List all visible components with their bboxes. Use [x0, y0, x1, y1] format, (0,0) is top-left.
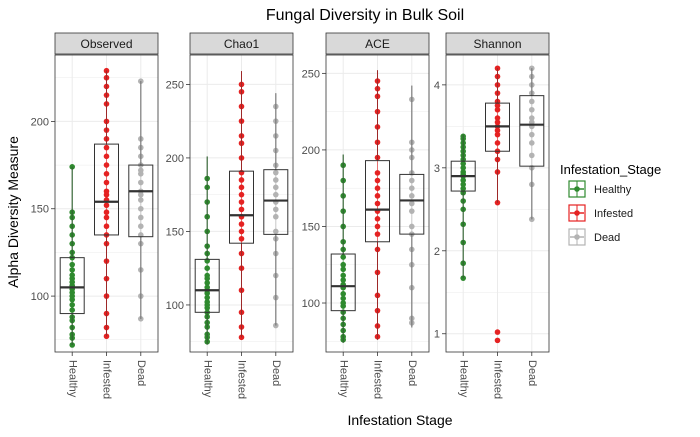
- y-tick-label: 250: [166, 79, 184, 91]
- box-infested: [365, 160, 390, 243]
- data-point: [103, 333, 110, 340]
- y-tick-label: 100: [166, 300, 184, 312]
- x-tick-label: Infested: [492, 360, 504, 399]
- x-tick-label: Dead: [526, 360, 538, 386]
- facet-label: ACE: [365, 37, 390, 51]
- legend-key-point: [574, 210, 580, 216]
- data-point: [137, 316, 144, 322]
- box-dead: [128, 164, 154, 238]
- box-healthy: [330, 253, 356, 312]
- facet-strip: [189, 32, 294, 55]
- legend-item-infested: Infested: [568, 204, 633, 222]
- y-tick-label: 200: [302, 145, 320, 157]
- y-tick-label: 2: [434, 246, 440, 258]
- panel-observed: Observed 100 150 200 Healthy Infested Dead: [31, 32, 159, 399]
- y-tick-label: 3: [434, 163, 440, 175]
- x-tick-label: Dead: [406, 360, 418, 386]
- y-tick-label: 150: [31, 204, 49, 216]
- legend-key-point: [574, 186, 580, 192]
- legend-label: Infested: [594, 208, 633, 220]
- x-tick-label: Healthy: [457, 360, 469, 398]
- facet-strip: [445, 32, 550, 55]
- facet-strip: [54, 32, 159, 55]
- x-tick-label: Healthy: [201, 360, 213, 398]
- legend-key-point: [574, 234, 580, 240]
- x-tick-label: Infested: [101, 360, 113, 399]
- x-tick-label: Infested: [372, 360, 384, 399]
- y-tick-label: 250: [302, 68, 320, 80]
- box-dead: [263, 169, 289, 235]
- x-tick-label: Healthy: [66, 360, 78, 398]
- box-infested: [229, 170, 254, 244]
- x-tick-label: Healthy: [337, 360, 349, 398]
- y-tick-label: 150: [166, 226, 184, 238]
- legend-item-dead: Dead: [568, 228, 620, 246]
- legend-title: Infestation_Stage: [560, 162, 661, 177]
- box-healthy: [59, 257, 85, 315]
- chart-title: Fungal Diversity in Bulk Soil: [266, 7, 464, 24]
- y-tick-label: 200: [31, 116, 49, 128]
- box-infested: [94, 143, 119, 236]
- legend-label: Dead: [594, 232, 620, 244]
- y-tick-label: 200: [166, 153, 184, 165]
- facet-strip: [325, 32, 430, 55]
- data-point: [137, 78, 144, 85]
- panel-ace: ACE 100 150 200 250 Healthy Infested Dead: [302, 32, 430, 399]
- box-dead: [399, 173, 425, 235]
- y-tick-label: 100: [302, 298, 320, 310]
- legend-item-healthy: Healthy: [568, 180, 632, 198]
- legend-label: Healthy: [594, 184, 632, 196]
- y-tick-label: 150: [302, 221, 320, 233]
- x-tick-label: Dead: [270, 360, 282, 386]
- panel-shannon: Shannon 1 2 3 4 Healthy Infested Dead: [434, 32, 550, 399]
- panel-chao1: Chao1 100 150 200 250 Healthy Infested Dead: [166, 32, 294, 399]
- y-tick-label: 1: [434, 329, 440, 341]
- data-point: [238, 334, 245, 341]
- x-tick-label: Dead: [135, 360, 147, 386]
- facet-label: Observed: [80, 37, 132, 51]
- box-dead: [519, 95, 545, 167]
- x-tick-label: Infested: [236, 360, 248, 399]
- facet-label: Chao1: [224, 37, 260, 51]
- y-tick-label: 100: [31, 291, 49, 303]
- box-healthy: [194, 258, 220, 313]
- legend: Healthy Infested Dead: [568, 180, 633, 246]
- data-point: [494, 329, 501, 335]
- y-axis-label: Alpha Diversity Measure: [5, 136, 21, 288]
- y-tick-label: 4: [434, 80, 440, 92]
- x-axis-label: Infestation Stage: [347, 412, 452, 428]
- data-point: [494, 337, 501, 344]
- facet-label: Shannon: [473, 37, 521, 51]
